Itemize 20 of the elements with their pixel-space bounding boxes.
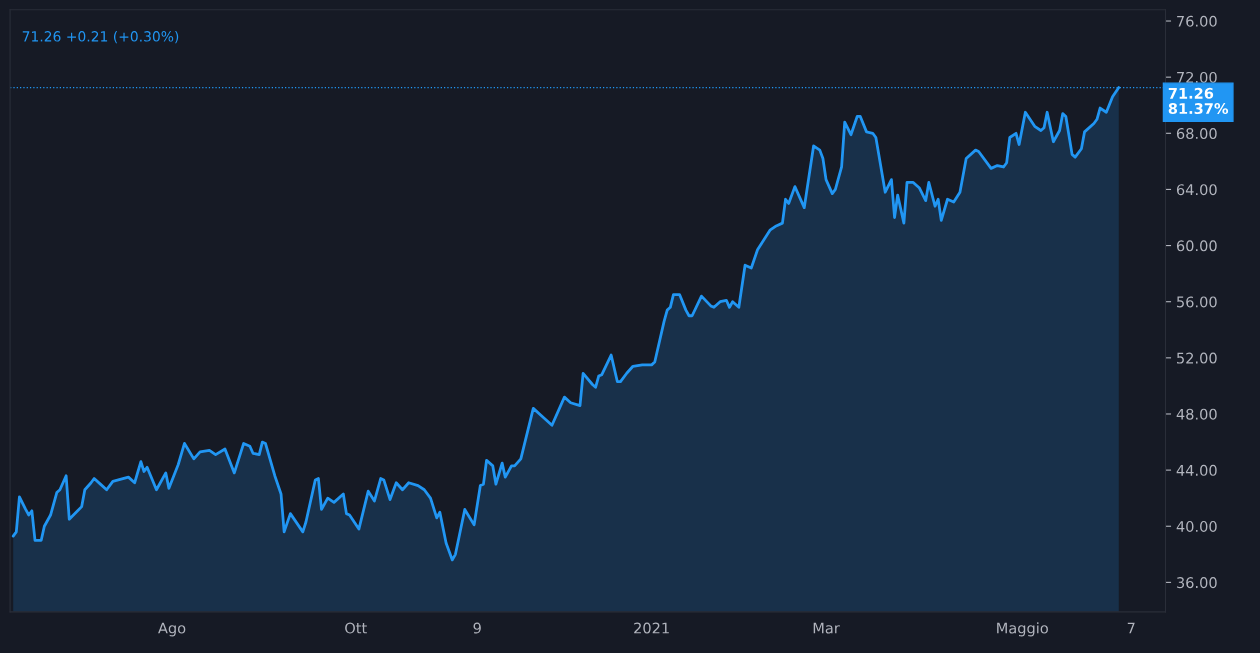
y-tick-label: 72.00	[1177, 71, 1217, 83]
y-tick-label: 44.00	[1176, 464, 1217, 476]
annotation: 71.26 +0.21 (+0.30%)	[22, 30, 179, 44]
y-tick-label: 36.00	[1177, 577, 1217, 589]
y-tick-label: 60.00	[1176, 240, 1217, 252]
x-tick-label: Ott	[345, 622, 367, 634]
x-tick-label: Mar	[813, 622, 840, 634]
y-tick-label: 64.00	[1176, 184, 1217, 196]
x-tick-label: Maggio	[997, 622, 1048, 637]
y-tick-label: 68.00	[1176, 128, 1217, 140]
y-tick-label: 52.00	[1177, 352, 1217, 364]
x-tick-label: 2021	[634, 622, 669, 634]
ref-line-label: 71.26 81.37%	[1168, 87, 1229, 115]
x-tick-label: 7	[1127, 622, 1135, 634]
x-tick-label: Ago	[158, 622, 186, 637]
y-tick-label: 40.00	[1176, 520, 1217, 532]
y-tick-label: 56.00	[1177, 296, 1217, 308]
x-tick-label: 9	[473, 622, 481, 634]
y-tick-label: 48.00	[1176, 408, 1217, 420]
y-tick-label: 76.00	[1177, 15, 1217, 27]
